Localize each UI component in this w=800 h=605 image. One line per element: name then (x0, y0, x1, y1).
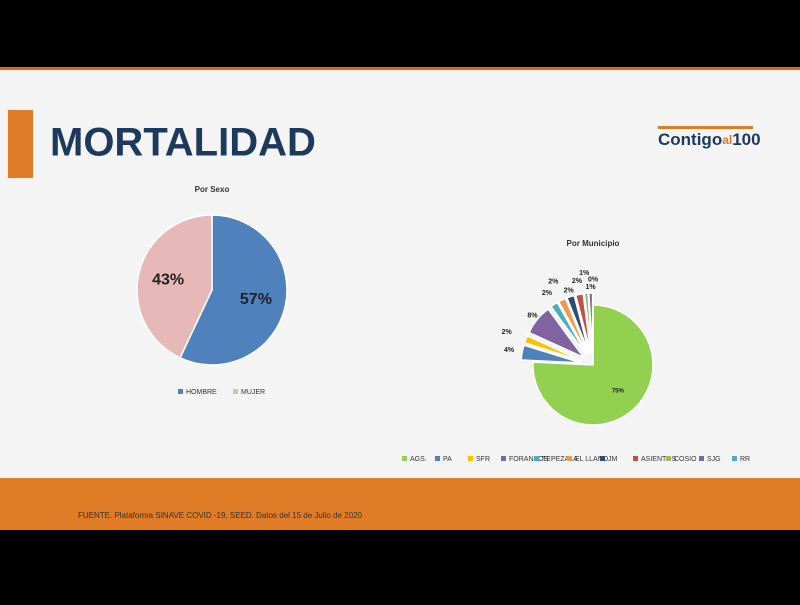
chart-title: Por Sexo (195, 185, 230, 194)
legend-label: FORANEOS (509, 456, 549, 463)
title-block (8, 110, 33, 178)
legend-label: HOMBRE (186, 389, 217, 396)
pie-slice (565, 294, 590, 354)
legend-label: SFR (476, 456, 490, 463)
data-label: 57% (240, 291, 272, 308)
data-label: 75% (612, 389, 625, 395)
pie-slice (557, 297, 589, 355)
legend-label: JM (608, 456, 618, 463)
source: FUENTE. Plataforma SINAVE COVID -19, SEE… (78, 511, 363, 520)
legend-swatch (468, 456, 473, 461)
legend-label: PA (443, 456, 452, 463)
slide-title: MORTALIDAD (50, 121, 316, 165)
pie-slice (583, 292, 593, 354)
data-label: 2% (548, 278, 559, 285)
data-label: 0% (588, 277, 599, 284)
legend-label: SJG (707, 456, 721, 463)
legend-label: COSIO (674, 456, 697, 463)
pie-slice (523, 334, 583, 362)
legend-label: ASIENTOS (641, 456, 677, 463)
chart-title: Por Municipio (567, 239, 620, 248)
legend-swatch (600, 456, 605, 461)
logo-bar (658, 126, 753, 129)
legend-swatch (666, 456, 671, 461)
legend-swatch (534, 456, 539, 461)
legend-label: RR (740, 456, 750, 463)
legend-label: MUJER (241, 389, 265, 396)
legend-swatch (633, 456, 638, 461)
legend-swatch (402, 456, 407, 461)
legend-swatch (567, 456, 572, 461)
legend-swatch (178, 389, 183, 394)
data-label: 2% (542, 290, 553, 297)
data-label: 1% (585, 284, 596, 291)
logo: Contigoal100 (658, 130, 761, 149)
legend-label: AGS. (410, 456, 427, 463)
data-label: 43% (152, 271, 184, 288)
pie-slice (520, 344, 582, 364)
legend-swatch (435, 456, 440, 461)
data-label: 4% (504, 347, 515, 354)
legend-swatch (699, 456, 704, 461)
pie-slice (549, 301, 588, 356)
pie-slice (532, 304, 654, 426)
top-line (0, 67, 800, 70)
data-label: 1% (579, 270, 590, 277)
data-label: 2% (572, 278, 583, 285)
legend-label: TEPEZALA (542, 456, 578, 463)
footer (0, 478, 800, 530)
pie-slice (136, 214, 213, 359)
legend-label: EL LLANO (575, 456, 609, 463)
legend-swatch (732, 456, 737, 461)
data-label: 2% (502, 329, 513, 336)
slide-bg (0, 67, 800, 530)
pie-slice (574, 292, 592, 354)
pie-slice (179, 214, 288, 366)
pie-slice (528, 308, 587, 360)
legend-swatch (501, 456, 506, 461)
data-label: 2% (564, 288, 575, 295)
data-label: 8% (527, 313, 538, 320)
legend-swatch (233, 389, 238, 394)
